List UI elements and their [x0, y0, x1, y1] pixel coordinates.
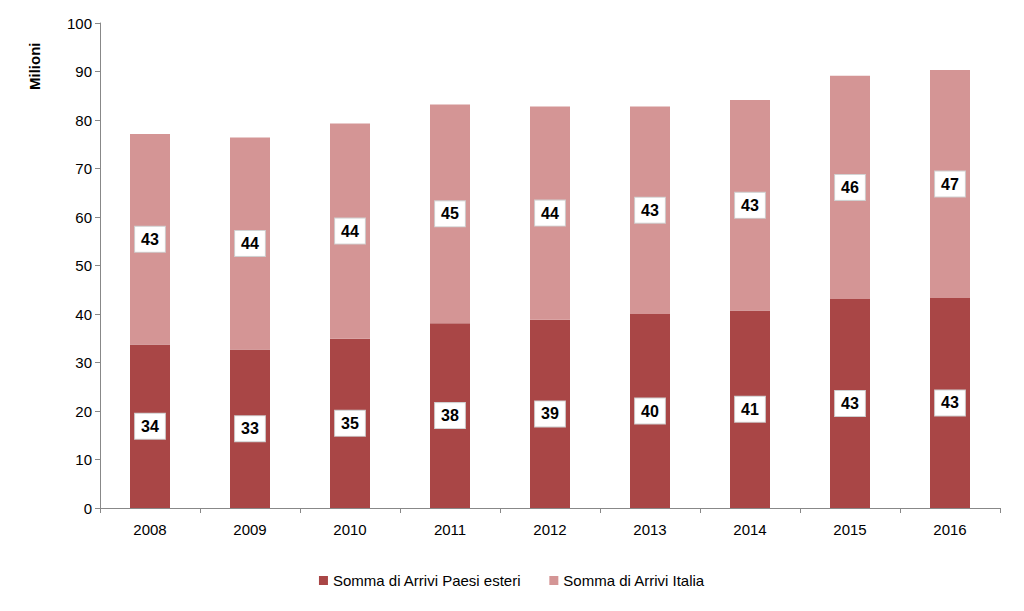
svg-text:10: 10 — [75, 451, 92, 468]
svg-text:44: 44 — [241, 235, 259, 252]
svg-text:38: 38 — [441, 407, 459, 424]
svg-text:40: 40 — [75, 306, 92, 323]
svg-text:2014: 2014 — [733, 521, 766, 538]
svg-text:43: 43 — [641, 202, 659, 219]
svg-text:40: 40 — [641, 403, 659, 420]
svg-text:35: 35 — [341, 415, 359, 432]
svg-text:2016: 2016 — [933, 521, 966, 538]
svg-text:80: 80 — [75, 112, 92, 129]
svg-text:43: 43 — [841, 395, 859, 412]
svg-text:2008: 2008 — [133, 521, 166, 538]
svg-text:43: 43 — [741, 197, 759, 214]
svg-text:43: 43 — [141, 231, 159, 248]
svg-text:2012: 2012 — [533, 521, 566, 538]
svg-text:20: 20 — [75, 403, 92, 420]
svg-text:Somma di Arrivi Italia: Somma di Arrivi Italia — [563, 572, 705, 589]
svg-text:0: 0 — [84, 500, 92, 517]
svg-text:43: 43 — [941, 394, 959, 411]
svg-text:44: 44 — [341, 223, 359, 240]
svg-text:60: 60 — [75, 209, 92, 226]
svg-text:70: 70 — [75, 160, 92, 177]
svg-text:2009: 2009 — [233, 521, 266, 538]
svg-text:34: 34 — [141, 418, 159, 435]
svg-text:41: 41 — [741, 401, 759, 418]
svg-text:2010: 2010 — [333, 521, 366, 538]
svg-text:47: 47 — [941, 176, 959, 193]
svg-text:2011: 2011 — [434, 521, 466, 538]
svg-text:90: 90 — [75, 63, 92, 80]
svg-text:44: 44 — [541, 205, 559, 222]
svg-text:39: 39 — [541, 405, 559, 422]
svg-text:45: 45 — [441, 205, 459, 222]
svg-text:100: 100 — [67, 15, 92, 32]
svg-text:46: 46 — [841, 179, 859, 196]
svg-text:50: 50 — [75, 257, 92, 274]
svg-text:2015: 2015 — [833, 521, 866, 538]
svg-text:30: 30 — [75, 354, 92, 371]
svg-text:2013: 2013 — [633, 521, 666, 538]
svg-text:33: 33 — [241, 420, 259, 437]
svg-text:Somma di Arrivi Paesi esteri: Somma di Arrivi Paesi esteri — [333, 572, 521, 589]
svg-text:Milioni: Milioni — [26, 43, 43, 91]
